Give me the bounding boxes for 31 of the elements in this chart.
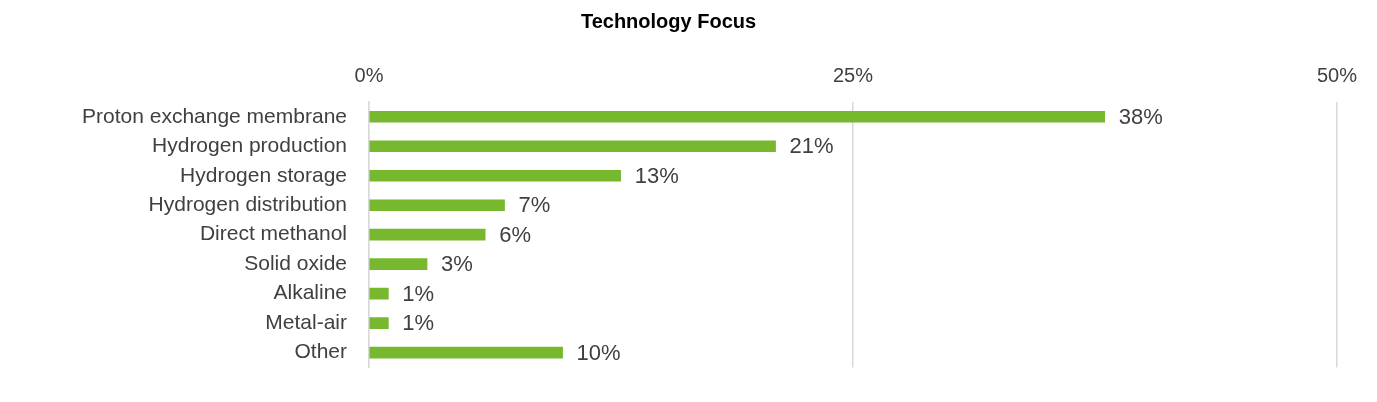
bar — [369, 169, 622, 182]
y-tick-label: Hydrogen distribution — [148, 192, 347, 216]
y-tick-label: Direct methanol — [199, 221, 347, 245]
x-tick-label: 25% — [832, 63, 874, 86]
y-tick-label: Alkaline — [273, 280, 347, 304]
data-label: 38% — [1118, 103, 1163, 129]
data-label: 3% — [441, 251, 473, 277]
y-tick-label: Hydrogen storage — [180, 162, 347, 186]
data-label: 13% — [634, 162, 679, 188]
data-label: 10% — [576, 339, 621, 365]
bar — [369, 287, 389, 300]
bar — [369, 346, 563, 359]
y-tick-label: Hydrogen production — [152, 133, 347, 157]
data-label: 1% — [402, 280, 435, 306]
y-tick-label: Solid oxide — [244, 250, 347, 274]
y-tick-label: Proton exchange membrane — [82, 103, 347, 127]
bar — [369, 228, 486, 241]
y-tick-label: Metal-air — [265, 309, 347, 333]
bar — [369, 199, 505, 212]
data-label: 21% — [789, 133, 834, 159]
x-tick-label: 0% — [354, 63, 384, 86]
data-label: 6% — [499, 221, 531, 247]
chart-title: Technology Focus — [580, 9, 757, 32]
data-label: 1% — [402, 310, 435, 336]
data-label: 7% — [518, 192, 551, 218]
y-tick-label: Other — [294, 339, 347, 363]
bar — [369, 140, 776, 153]
bar — [369, 317, 389, 329]
bar — [369, 258, 428, 271]
bar — [369, 110, 1106, 123]
x-tick-label: 50% — [1316, 63, 1358, 86]
